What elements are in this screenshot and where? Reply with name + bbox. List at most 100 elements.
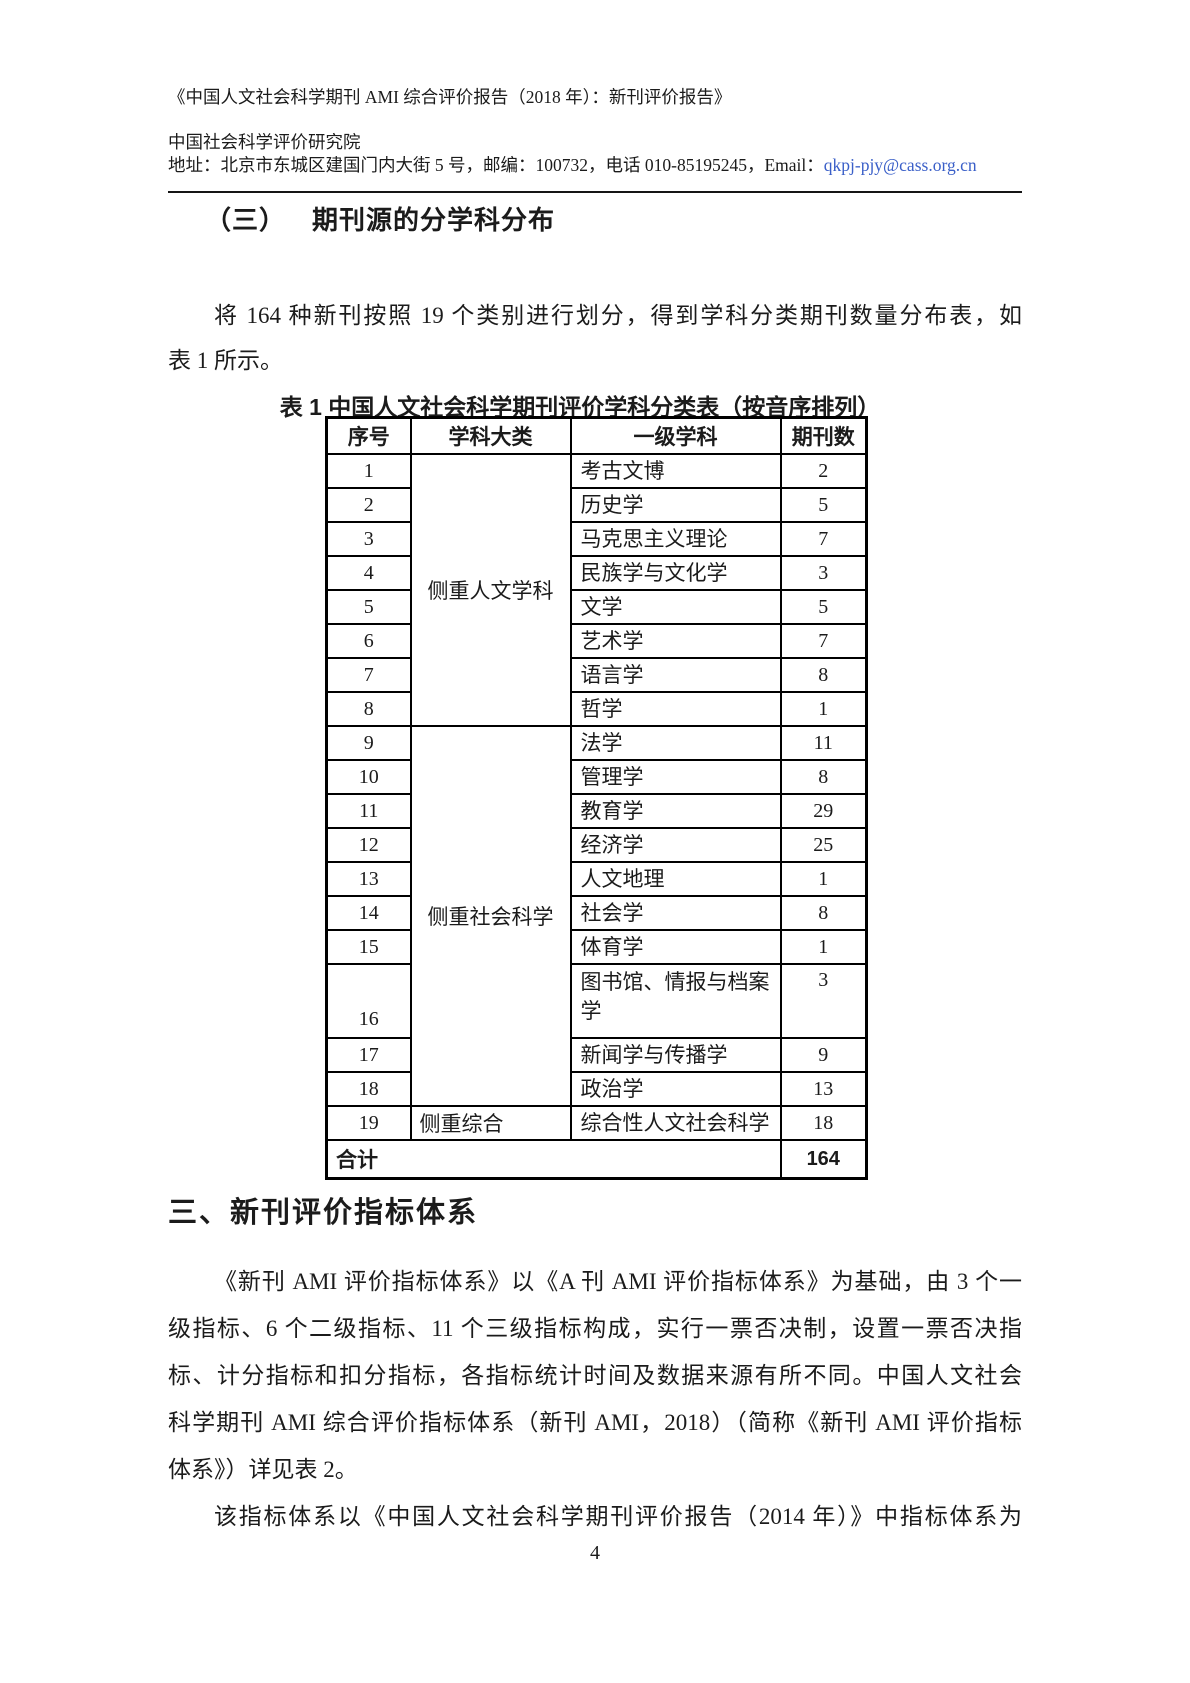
paragraph-line: 体系》）详见表 2。 bbox=[168, 1457, 358, 1482]
category-group-cell: 侧重社会科学 bbox=[409, 725, 572, 1107]
table-caption: 表 1 中国人文社会科学期刊评价学科分类表（按音序排列） bbox=[279, 394, 881, 420]
total-count-cell: 164 bbox=[779, 1139, 868, 1180]
paragraph-line: 级指标、6 个二级指标、11 个三级指标构成，实行一票否决制，设置一票否决指 bbox=[168, 1316, 1022, 1341]
discipline-cell: 文学 bbox=[569, 589, 782, 625]
journal-count-cell: 8 bbox=[779, 895, 868, 931]
journal-count-cell: 7 bbox=[779, 623, 868, 659]
table-row: 13 人文地理 1 bbox=[325, 861, 868, 897]
table-row: 16 图书馆、情报与档案学 3 bbox=[325, 963, 868, 1039]
journal-count-cell: 5 bbox=[779, 589, 868, 625]
table-row: 11 教育学 29 bbox=[325, 793, 868, 829]
row-number-cell: 2 bbox=[325, 487, 412, 523]
chapter-heading: 三、新刊评价指标体系 bbox=[168, 1197, 479, 1229]
discipline-cell: 管理学 bbox=[569, 759, 782, 795]
journal-count-cell: 29 bbox=[779, 793, 868, 829]
table-row: 7 语言学 8 bbox=[325, 657, 868, 693]
discipline-cell: 教育学 bbox=[569, 793, 782, 829]
journal-count-cell: 11 bbox=[779, 725, 868, 761]
journal-count-cell: 8 bbox=[779, 759, 868, 795]
address-text: 地址：北京市东城区建国门内大街 5 号，邮编：100732，电话 010-851… bbox=[168, 155, 824, 175]
column-header: 序号 bbox=[325, 416, 412, 455]
discipline-cell: 哲学 bbox=[569, 691, 782, 727]
discipline-cell: 体育学 bbox=[569, 929, 782, 965]
journal-count-cell: 13 bbox=[779, 1071, 868, 1107]
paragraph-line: 该指标体系以《中国人文社会科学期刊评价报告（2014 年）》中指标体系为 bbox=[214, 1504, 1022, 1529]
email-link[interactable]: qkpj-pjy@cass.org.cn bbox=[823, 155, 977, 175]
discipline-cell: 马克思主义理论 bbox=[569, 521, 782, 557]
table-row: 9 侧重社会科学 法学 11 bbox=[325, 725, 868, 1107]
total-label-cell: 合计 bbox=[325, 1139, 782, 1180]
paragraph-line: 标、计分指标和扣分指标，各指标统计时间及数据来源有所不同。中国人文社会 bbox=[168, 1363, 1022, 1388]
column-header: 学科大类 bbox=[409, 416, 572, 455]
row-number-cell: 5 bbox=[325, 589, 412, 625]
journal-count-cell: 5 bbox=[779, 487, 868, 523]
paragraph-line: 将 164 种新刊按照 19 个类别进行划分，得到学科分类期刊数量分布表，如 bbox=[214, 303, 1022, 328]
row-number-cell: 9 bbox=[325, 725, 412, 761]
discipline-cell: 法学 bbox=[569, 725, 782, 761]
table-row: 5 文学 5 bbox=[325, 589, 868, 625]
discipline-cell: 经济学 bbox=[569, 827, 782, 863]
journal-count-cell: 2 bbox=[779, 453, 868, 489]
doc-header-title: 《中国人文社会科学期刊 AMI 综合评价报告（2018 年）：新刊评价报告》 bbox=[168, 87, 732, 107]
journal-count-cell: 1 bbox=[779, 929, 868, 965]
row-number-cell: 6 bbox=[325, 623, 412, 659]
discipline-cell: 艺术学 bbox=[569, 623, 782, 659]
row-number-cell: 11 bbox=[325, 793, 412, 829]
section-title: 期刊源的分学科分布 bbox=[312, 205, 556, 235]
row-number-cell: 17 bbox=[325, 1037, 412, 1073]
row-number-cell: 19 bbox=[325, 1105, 412, 1141]
column-header: 期刊数 bbox=[779, 416, 868, 455]
table-row: 4 民族学与文化学 3 bbox=[325, 555, 868, 591]
total-row: 合计 164 bbox=[325, 1139, 868, 1180]
section-heading: （三） 期刊源的分学科分布 bbox=[205, 200, 555, 237]
doc-header-org: 中国社会科学评价研究院 bbox=[168, 132, 361, 152]
discipline-cell: 新闻学与传播学 bbox=[569, 1037, 782, 1073]
discipline-table: 序号 学科大类 一级学科 期刊数 1 侧重人文学科 考古文博 2 2 历史学 5 3 马克思主义理论 7… bbox=[325, 416, 868, 1180]
intro-paragraph: 将 164 种新刊按照 19 个类别进行划分，得到学科分类期刊数量分布表，如表 … bbox=[168, 293, 1022, 383]
discipline-cell: 综合性人文社会科学 bbox=[569, 1105, 782, 1141]
row-number-cell: 10 bbox=[325, 759, 412, 795]
table-body: 1 侧重人文学科 考古文博 2 2 历史学 5 3 马克思主义理论 7 4 民族学与文化学 3 5 文学 5 6… bbox=[325, 453, 868, 1180]
row-number-cell: 8 bbox=[325, 691, 412, 727]
discipline-cell: 政治学 bbox=[569, 1071, 782, 1107]
journal-count-cell: 25 bbox=[779, 827, 868, 863]
table-row: 19 侧重综合 综合性人文社会科学 18 bbox=[325, 1105, 868, 1141]
body-paragraph: 《新刊 AMI 评价指标体系》以《A 刊 AMI 评价指标体系》为基础，由 3 … bbox=[168, 1258, 1022, 1493]
journal-count-cell: 3 bbox=[779, 555, 868, 591]
journal-count-cell: 7 bbox=[779, 521, 868, 557]
table-row: 14 社会学 8 bbox=[325, 895, 868, 931]
journal-count-cell: 9 bbox=[779, 1037, 868, 1073]
paragraph-line: 《新刊 AMI 评价指标体系》以《A 刊 AMI 评价指标体系》为基础，由 3 … bbox=[214, 1269, 1022, 1294]
header-divider bbox=[168, 191, 1022, 193]
journal-count-cell: 18 bbox=[779, 1105, 868, 1141]
row-number-cell: 15 bbox=[325, 929, 412, 965]
table-row: 17 新闻学与传播学 9 bbox=[325, 1037, 868, 1073]
row-number-cell: 3 bbox=[325, 521, 412, 557]
row-number-cell: 12 bbox=[325, 827, 412, 863]
discipline-cell: 图书馆、情报与档案学 bbox=[569, 963, 782, 1039]
page-number: 4 bbox=[590, 1542, 600, 1564]
table-row: 8 哲学 1 bbox=[325, 691, 868, 727]
section-number-label: （三） bbox=[205, 205, 287, 235]
row-number-cell: 18 bbox=[325, 1071, 412, 1107]
table-row: 12 经济学 25 bbox=[325, 827, 868, 863]
doc-header-address: 地址：北京市东城区建国门内大街 5 号，邮编：100732，电话 010-851… bbox=[168, 152, 1022, 177]
row-number-cell: 13 bbox=[325, 861, 412, 897]
row-number-cell: 14 bbox=[325, 895, 412, 931]
journal-count-cell: 3 bbox=[779, 963, 868, 1039]
table-row: 18 政治学 13 bbox=[325, 1071, 868, 1107]
table-row: 15 体育学 1 bbox=[325, 929, 868, 965]
table-row: 3 马克思主义理论 7 bbox=[325, 521, 868, 557]
discipline-cell: 人文地理 bbox=[569, 861, 782, 897]
table-row: 1 侧重人文学科 考古文博 2 bbox=[325, 453, 868, 727]
category-group-cell: 侧重综合 bbox=[409, 1105, 572, 1141]
discipline-cell: 语言学 bbox=[569, 657, 782, 693]
row-number-cell: 4 bbox=[325, 555, 412, 591]
paragraph-line: 科学期刊 AMI 综合评价指标体系（新刊 AMI，2018）（简称《新刊 AMI… bbox=[168, 1410, 1022, 1435]
table-header-row: 序号 学科大类 一级学科 期刊数 bbox=[325, 416, 868, 455]
paragraph-line: 表 1 所示。 bbox=[168, 348, 283, 373]
discipline-cell: 考古文博 bbox=[569, 453, 782, 489]
discipline-cell: 民族学与文化学 bbox=[569, 555, 782, 591]
journal-count-cell: 8 bbox=[779, 657, 868, 693]
